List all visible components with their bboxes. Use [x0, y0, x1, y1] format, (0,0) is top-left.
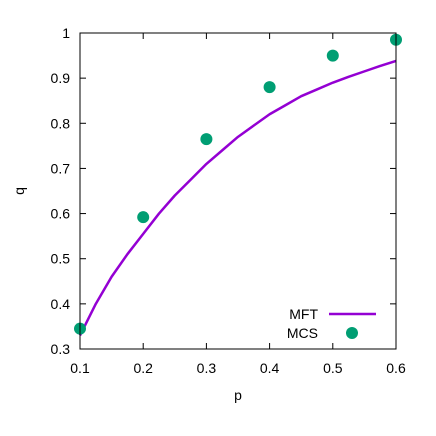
y-tick-label: 0.5	[51, 251, 71, 267]
x-tick-label: 0.6	[386, 360, 406, 376]
data-point-mcs	[263, 81, 276, 94]
y-tick-label: 0.8	[51, 115, 71, 131]
axes: 0.1 0.2 0.3 0.4 0.5 0.6 0.3 0.4 0.5 0.6 0.7 0.8 0.9 1…	[11, 25, 406, 403]
y-tick-label: 1	[62, 25, 70, 41]
legend-label-mcs: MCS	[287, 325, 318, 341]
y-tick-label: 0.9	[51, 70, 71, 86]
y-tick-label: 0.7	[51, 160, 71, 176]
y-tick-label: 0.3	[51, 341, 71, 357]
data-point-mcs	[200, 133, 213, 146]
y-tick-label: 0.6	[51, 206, 71, 222]
data-point-mcs	[137, 211, 150, 224]
series-line-mft	[78, 59, 397, 337]
x-tick-label: 0.1	[70, 360, 90, 376]
plot-frame	[79, 32, 397, 350]
y-tick-label: 0.4	[51, 296, 71, 312]
x-tick-label: 0.4	[260, 360, 280, 376]
legend-label-mft: MFT	[289, 306, 318, 322]
x-tick-label: 0.2	[133, 360, 153, 376]
x-axis-label: p	[234, 387, 242, 403]
y-axis-label: q	[11, 187, 27, 195]
legend: MFT MCS	[287, 306, 376, 341]
data-point-mcs	[326, 49, 339, 62]
x-tick-label: 0.5	[323, 360, 343, 376]
legend-swatch-mcs	[346, 327, 358, 339]
x-tick-label: 0.3	[197, 360, 217, 376]
